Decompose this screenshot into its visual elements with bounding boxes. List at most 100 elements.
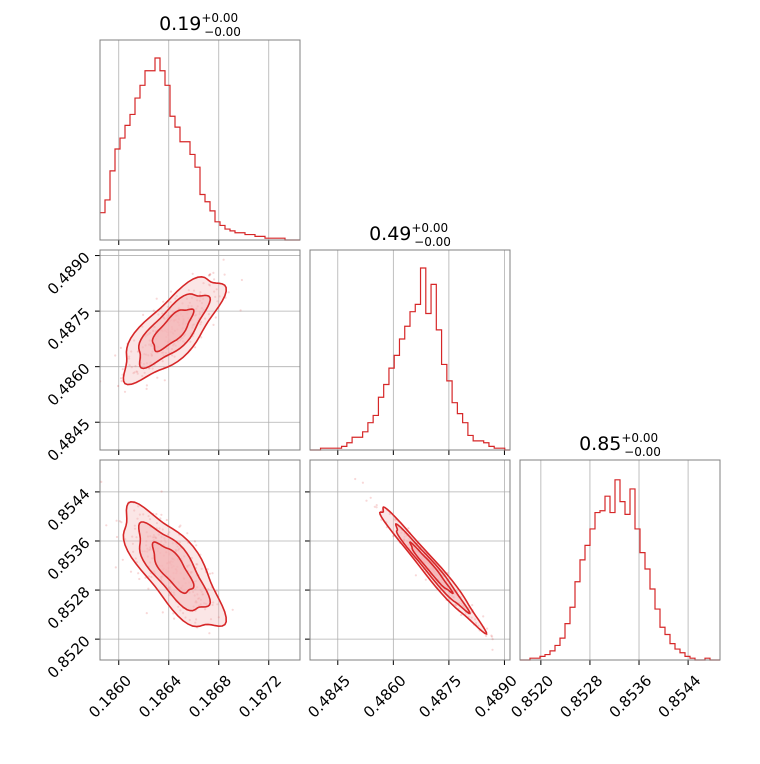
sample-point xyxy=(138,513,141,516)
panel-hist-param-2 xyxy=(309,249,511,455)
sample-point xyxy=(132,550,135,553)
sample-point xyxy=(158,527,161,530)
tick-label-x: 0.1864 xyxy=(135,672,185,722)
sample-point xyxy=(209,273,212,276)
sample-point xyxy=(200,336,203,339)
sample-point xyxy=(216,300,219,303)
sample-point xyxy=(240,278,243,282)
sample-point xyxy=(120,521,123,524)
sample-point xyxy=(135,561,138,564)
sample-point xyxy=(354,477,357,481)
sample-point xyxy=(186,532,189,535)
sample-point xyxy=(189,340,192,343)
sample-point xyxy=(373,505,376,508)
sample-point xyxy=(490,634,493,637)
sample-point xyxy=(147,367,151,370)
sample-point xyxy=(128,355,131,358)
sample-point xyxy=(105,524,108,527)
sample-point xyxy=(217,616,220,619)
sample-point xyxy=(171,354,174,357)
sample-point xyxy=(202,282,205,285)
sample-point xyxy=(491,638,494,641)
panel-content xyxy=(100,480,234,635)
sample-point xyxy=(482,615,485,618)
sample-point xyxy=(141,325,144,328)
sample-point xyxy=(161,312,164,315)
sample-point xyxy=(207,274,211,277)
sample-point xyxy=(211,603,214,607)
sample-point xyxy=(128,364,131,367)
sample-point xyxy=(207,313,210,316)
sample-point xyxy=(155,522,159,525)
panel-hist-param-1 xyxy=(99,39,301,245)
sample-point xyxy=(511,657,513,659)
tick-label-x: 0.1860 xyxy=(85,672,135,722)
sample-point xyxy=(175,295,178,298)
sample-point xyxy=(216,603,219,606)
sample-point xyxy=(375,504,378,507)
sample-point xyxy=(361,481,364,484)
sample-point xyxy=(133,371,136,374)
sample-point xyxy=(474,621,478,625)
sample-point xyxy=(166,533,169,536)
sample-point xyxy=(190,556,193,560)
joint-frame xyxy=(99,249,301,451)
sample-point xyxy=(120,380,123,383)
sample-point xyxy=(200,321,203,324)
sample-point xyxy=(227,291,230,294)
tick-label-y: 0.8520 xyxy=(44,632,94,682)
sample-point xyxy=(209,273,212,276)
sample-point xyxy=(161,360,164,363)
sample-point xyxy=(212,271,215,274)
sample-point xyxy=(169,290,173,293)
sample-point xyxy=(179,524,182,527)
sample-point xyxy=(136,350,139,353)
sample-point xyxy=(160,490,163,493)
sample-point xyxy=(119,346,122,349)
tick-label-x: 0.4875 xyxy=(415,672,465,722)
sample-point xyxy=(100,480,103,483)
sample-point xyxy=(147,575,151,578)
sample-point xyxy=(199,291,202,294)
sample-point xyxy=(212,323,215,326)
sample-point xyxy=(131,542,134,545)
sample-point xyxy=(213,278,216,281)
tick-label-x: 0.1868 xyxy=(185,672,235,722)
sample-point xyxy=(159,517,162,520)
sample-point xyxy=(490,635,494,638)
sample-point xyxy=(194,621,197,624)
sample-point xyxy=(365,499,368,502)
panel-hist-param-3: 0.8520 0.8528 0.8536 0.8544 xyxy=(507,459,721,722)
sample-point xyxy=(375,506,378,509)
histogram-line xyxy=(520,479,720,661)
sample-point xyxy=(380,518,383,521)
sample-point xyxy=(407,527,410,530)
panel-param-3-vs-param-2: 0.4845 0.4860 0.4875 0.4890 xyxy=(304,459,521,722)
sample-point xyxy=(135,370,138,373)
contour-level-3 xyxy=(408,541,454,595)
sample-point xyxy=(118,520,121,523)
tick-label-x: 0.8536 xyxy=(606,672,656,722)
sample-point xyxy=(136,517,139,520)
sample-point xyxy=(145,612,148,615)
sample-point xyxy=(173,355,176,358)
sample-point xyxy=(393,518,396,521)
sample-point xyxy=(208,632,211,635)
sample-point xyxy=(223,273,226,276)
sample-point xyxy=(214,295,217,298)
sample-point xyxy=(168,594,171,597)
sample-point xyxy=(117,384,120,388)
sample-point xyxy=(392,535,395,538)
sample-point xyxy=(161,528,164,531)
sample-point xyxy=(156,376,159,379)
sample-point xyxy=(134,365,137,368)
sample-point xyxy=(209,618,213,621)
sample-point xyxy=(157,313,160,316)
tick-label-y: 0.4890 xyxy=(44,248,94,298)
sample-point xyxy=(155,513,158,516)
sample-point xyxy=(114,354,117,357)
sample-point xyxy=(130,350,133,353)
sample-point xyxy=(145,384,148,387)
sample-point xyxy=(152,309,155,312)
